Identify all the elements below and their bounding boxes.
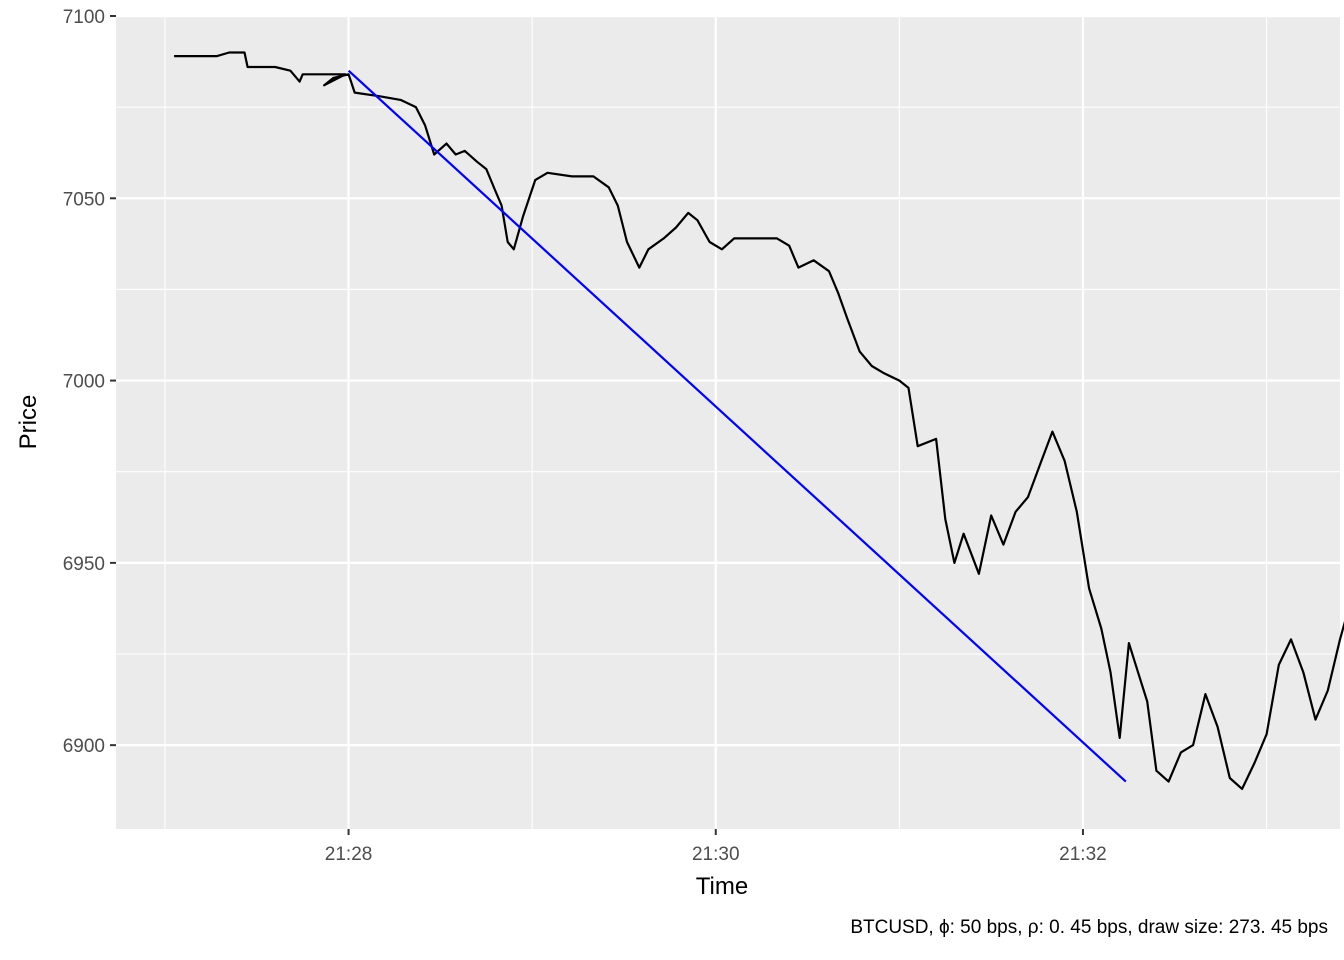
- x-tick-label: 21:32: [1059, 844, 1107, 865]
- x-tick-label: 21:28: [325, 844, 373, 865]
- y-axis-title: Price: [15, 395, 42, 450]
- y-tick-label: 6900: [63, 736, 105, 757]
- y-tick-label: 7050: [63, 189, 105, 210]
- y-axis: 6900 6950 7000 7050 7100: [63, 7, 116, 757]
- drawdown-line: [347, 69, 1127, 783]
- x-axis-title: Time: [696, 873, 748, 900]
- chart-caption: BTCUSD, ϕ: 50 bps, ρ: 0. 45 bps, draw si…: [850, 917, 1328, 938]
- minor-gridlines: [116, 16, 1340, 829]
- y-tick-label: 6950: [63, 554, 105, 575]
- series-layer: [174, 51, 1344, 791]
- price-line: [174, 51, 1344, 791]
- x-axis: 21:28 21:30 21:32: [325, 829, 1107, 865]
- y-tick-label: 7000: [63, 372, 105, 393]
- y-tick-label: 7100: [63, 7, 105, 28]
- major-gridlines: [116, 14, 1340, 829]
- x-tick-label: 21:30: [692, 844, 740, 865]
- panel-background: [116, 16, 1340, 829]
